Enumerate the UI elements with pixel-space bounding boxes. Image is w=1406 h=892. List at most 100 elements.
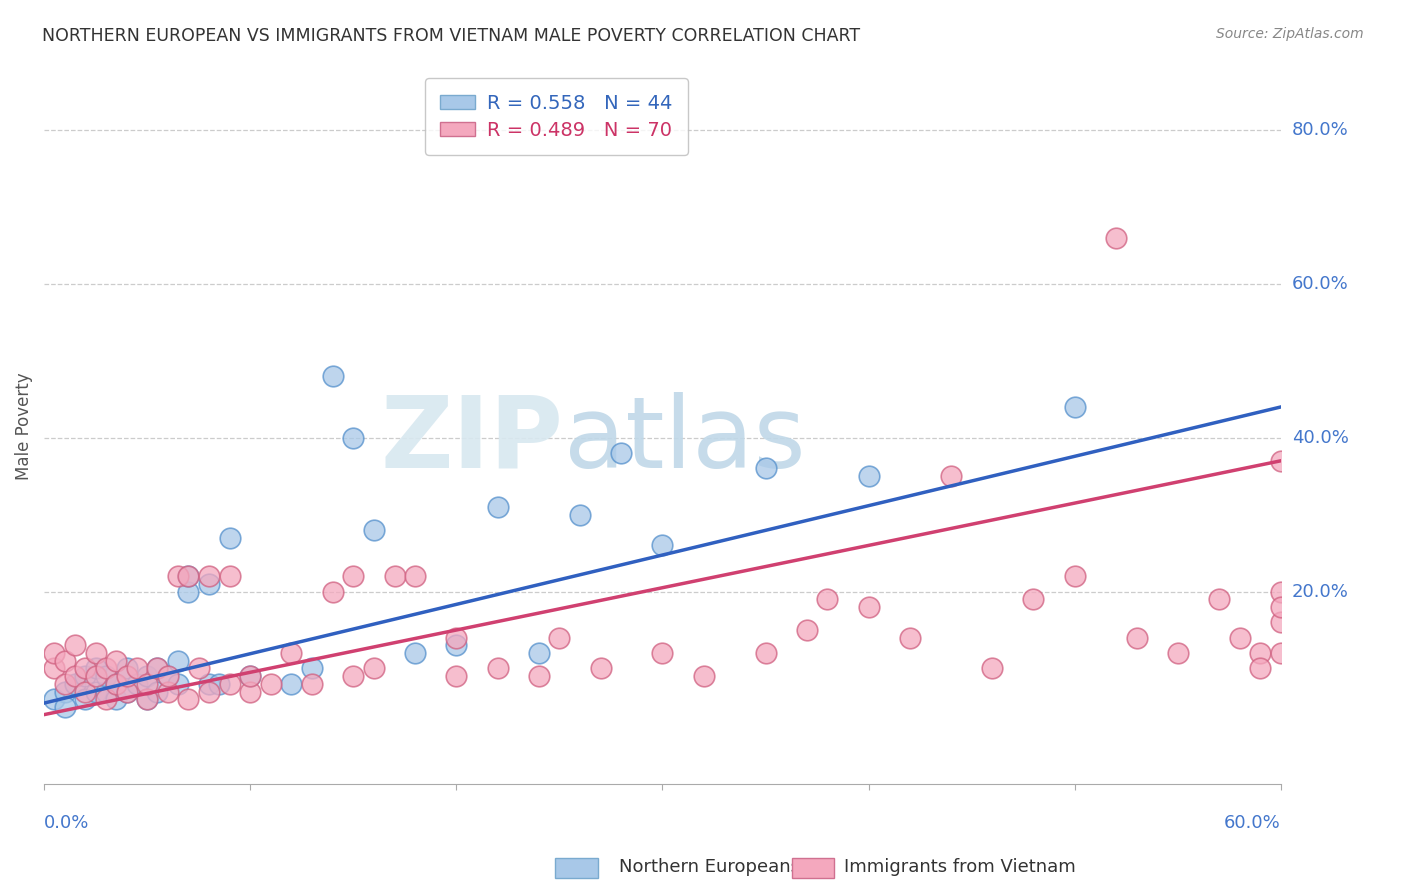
Text: 40.0%: 40.0% (1292, 429, 1348, 447)
Point (198, 684, 221, 698)
Point (1063, 569, 1085, 583)
Point (1022, 592, 1045, 607)
Point (105, 692, 128, 706)
Point (301, 661, 323, 675)
Point (115, 669, 138, 683)
Point (146, 661, 169, 675)
Point (44, 661, 66, 675)
Point (84, 684, 107, 698)
Point (384, 569, 406, 583)
Point (1125, 631, 1147, 645)
Point (342, 669, 364, 683)
Point (239, 684, 262, 698)
Point (548, 631, 571, 645)
Point (446, 631, 468, 645)
Point (858, 599, 880, 614)
Text: Immigrants from Vietnam: Immigrants from Vietnam (844, 858, 1076, 876)
Point (898, 631, 921, 645)
Text: ZIP: ZIP (381, 392, 564, 489)
Point (939, 469, 962, 483)
Point (84, 669, 107, 683)
Point (280, 677, 302, 691)
Point (115, 661, 138, 675)
Point (167, 654, 190, 668)
Text: 60.0%: 60.0% (1225, 814, 1281, 832)
Point (53, 677, 76, 691)
Point (981, 661, 1004, 675)
Point (1105, 231, 1128, 245)
Point (301, 677, 323, 691)
Point (218, 677, 240, 691)
Point (198, 577, 221, 591)
Point (1270, 454, 1292, 468)
Point (692, 669, 714, 683)
Point (75, 669, 97, 683)
Point (208, 677, 231, 691)
Point (754, 461, 776, 475)
Point (218, 569, 240, 583)
Point (754, 646, 776, 660)
Point (198, 677, 221, 691)
Point (75, 692, 97, 706)
Point (94, 684, 117, 698)
Point (363, 523, 385, 537)
Point (1063, 400, 1085, 414)
Text: 20.0%: 20.0% (1292, 582, 1348, 600)
Y-axis label: Male Poverty: Male Poverty (15, 372, 32, 480)
Point (1249, 646, 1271, 660)
Point (115, 684, 138, 698)
Text: atlas: atlas (564, 392, 806, 489)
Point (125, 661, 148, 675)
Point (115, 684, 138, 698)
Point (1270, 646, 1292, 660)
Point (177, 569, 200, 583)
Point (1208, 592, 1230, 607)
Point (446, 639, 468, 653)
Point (1249, 661, 1271, 675)
Point (527, 669, 550, 683)
Point (239, 669, 262, 683)
Point (53, 654, 76, 668)
Point (187, 661, 209, 675)
Point (146, 661, 169, 675)
Point (1167, 646, 1189, 660)
Point (239, 669, 262, 683)
Point (136, 692, 159, 706)
Point (404, 646, 426, 660)
Point (44, 646, 66, 660)
Text: 80.0%: 80.0% (1292, 121, 1348, 139)
Point (1270, 599, 1292, 614)
Point (44, 692, 66, 706)
Point (146, 684, 169, 698)
Point (322, 369, 344, 384)
Point (156, 684, 179, 698)
Point (53, 700, 76, 714)
Text: Source: ZipAtlas.com: Source: ZipAtlas.com (1216, 27, 1364, 41)
Text: 0.0%: 0.0% (44, 814, 90, 832)
Point (486, 500, 509, 514)
Point (404, 569, 426, 583)
Point (94, 661, 117, 675)
Point (53, 684, 76, 698)
Point (280, 646, 302, 660)
Point (651, 646, 673, 660)
Point (342, 569, 364, 583)
Point (63, 677, 86, 691)
Point (105, 677, 128, 691)
Point (125, 677, 148, 691)
Point (75, 661, 97, 675)
Point (322, 584, 344, 599)
Point (177, 584, 200, 599)
Point (1229, 631, 1251, 645)
Point (84, 661, 107, 675)
Text: NORTHERN EUROPEAN VS IMMIGRANTS FROM VIETNAM MALE POVERTY CORRELATION CHART: NORTHERN EUROPEAN VS IMMIGRANTS FROM VIE… (42, 27, 860, 45)
Text: Northern Europeans: Northern Europeans (619, 858, 800, 876)
Point (167, 677, 190, 691)
Point (446, 669, 468, 683)
Point (177, 692, 200, 706)
Point (218, 531, 240, 545)
Point (260, 677, 283, 691)
Point (94, 692, 117, 706)
Point (486, 661, 509, 675)
Point (589, 661, 612, 675)
